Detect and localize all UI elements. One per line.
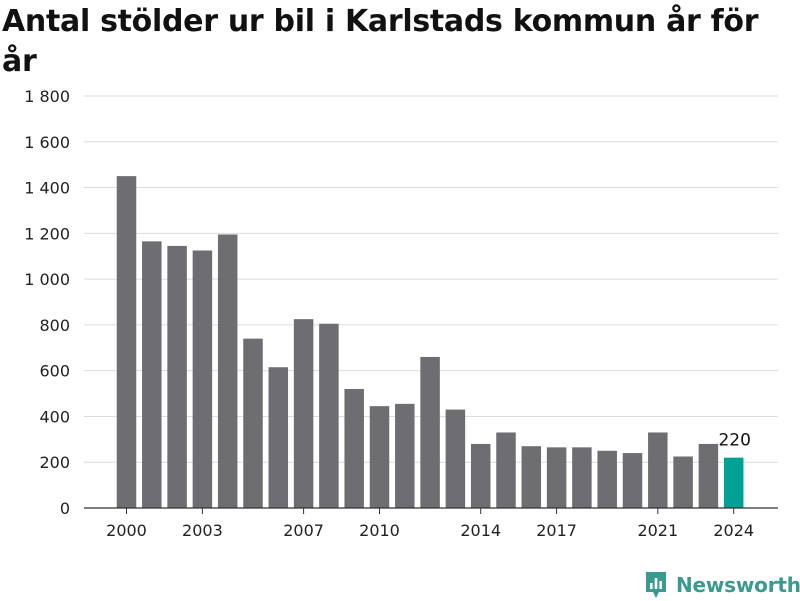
y-tick-label: 1 800 [24, 87, 70, 106]
x-tick-label: 2000 [106, 521, 147, 540]
bar-2005 [243, 338, 263, 508]
bar-2011 [395, 403, 415, 508]
chart-title: Antal stölder ur bil i Karlstads kommun … [2, 4, 759, 79]
bar-2022 [673, 456, 693, 508]
bar-2006 [268, 367, 289, 508]
y-tick-label: 200 [39, 453, 70, 472]
bar-2017 [546, 447, 567, 508]
bar-2004 [217, 234, 238, 508]
bar-2023 [698, 443, 719, 508]
y-axis: 0 200 400 600 800 1 000 1 200 1 400 1 600 1 800 [24, 87, 70, 518]
bar-2019 [597, 450, 617, 508]
bar-2010 [369, 406, 390, 508]
y-tick-label: 1 400 [24, 179, 70, 198]
brand-logo: Newsworthy [644, 569, 800, 601]
data-labels: 220 [718, 431, 750, 451]
x-tick-label: 2003 [182, 521, 223, 540]
x-tick-label: 2014 [460, 521, 501, 540]
bar-2002 [167, 245, 187, 508]
newsworthy-logo-icon [646, 572, 666, 598]
y-tick-label: 1 600 [24, 133, 70, 152]
y-tick-label: 1 000 [24, 270, 70, 289]
bar-2007 [293, 319, 314, 508]
data-label-2024: 220 [718, 431, 750, 451]
y-tick-label: 600 [39, 362, 70, 381]
bar-2001 [142, 241, 162, 508]
y-tick-label: 800 [39, 316, 70, 335]
bar-2014 [470, 443, 491, 508]
bars [116, 176, 744, 508]
bar-2000 [116, 176, 137, 508]
bar-2013 [445, 409, 466, 508]
x-tick-label: 2017 [536, 521, 577, 540]
bar-2016 [521, 446, 542, 508]
bar-2003 [192, 250, 213, 508]
bar-2024 [723, 457, 744, 508]
bar-2012 [420, 356, 440, 508]
x-tick-label: 2021 [637, 521, 678, 540]
bar-2021 [648, 432, 668, 508]
x-axis: 2000 2003 2007 2010 2014 2017 2021 2024 [84, 507, 778, 540]
bar-2020 [622, 453, 643, 508]
x-tick-label: 2007 [283, 521, 324, 540]
x-tick-label: 2024 [713, 521, 754, 540]
bar-2015 [496, 432, 516, 508]
bar-2009 [344, 388, 364, 508]
bar-2008 [319, 323, 339, 508]
bar-2018 [572, 447, 592, 508]
brand-name: Newsworthy [676, 573, 800, 597]
y-tick-label: 1 200 [24, 224, 70, 243]
y-tick-label: 0 [60, 499, 70, 518]
y-tick-label: 400 [39, 407, 70, 426]
x-tick-label: 2010 [359, 521, 400, 540]
